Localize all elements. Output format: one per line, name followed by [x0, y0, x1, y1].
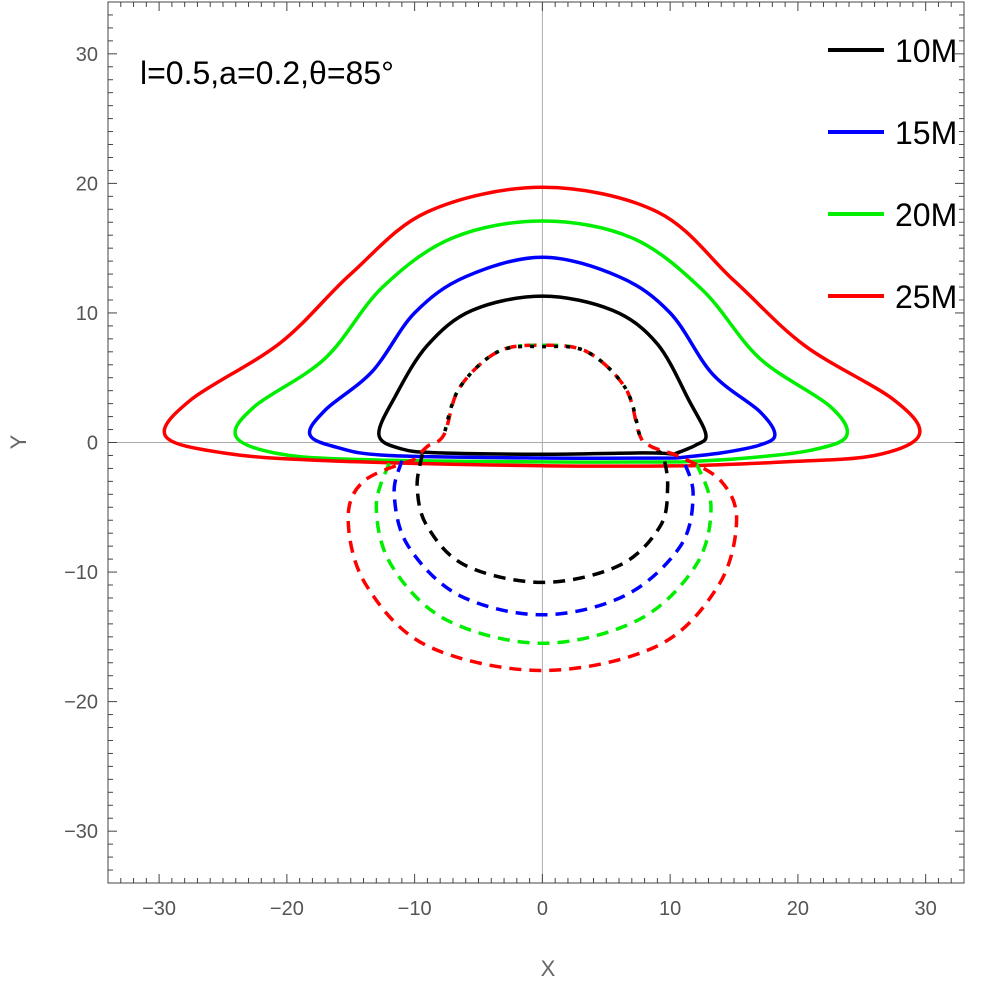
- y-axis-label: Y: [6, 434, 31, 449]
- y-tick-label: 10: [76, 303, 98, 325]
- y-tick-label: −30: [64, 821, 98, 843]
- series-20m-dotted: [442, 343, 642, 436]
- y-tick-label: 20: [76, 173, 98, 195]
- series-10m-dotted: [442, 344, 642, 436]
- legend-label-10m: 10M: [895, 33, 957, 69]
- legend-label-20m: 20M: [895, 197, 957, 233]
- origin-axes: [108, 2, 964, 883]
- legend: 10M 15M 20M 25M: [828, 33, 957, 315]
- ticks: −30 −20 −10 0 10 20 30 −30 −20 −10 0 10 20 30: [64, 1, 965, 920]
- series-15m-solid: [307, 255, 777, 460]
- chart-annotation: l=0.5,a=0.2,θ=85°: [140, 55, 394, 91]
- y-tick-label: −10: [64, 562, 98, 584]
- series-25m-solid: [162, 185, 922, 468]
- x-tick-label: 10: [659, 898, 681, 920]
- y-tick-label: −20: [64, 692, 98, 714]
- x-tick-label: −30: [142, 898, 176, 920]
- x-axis-label: X: [541, 956, 556, 981]
- series-20m-dashed: [374, 461, 713, 646]
- x-tick-label: −20: [270, 898, 304, 920]
- series-group: [162, 185, 922, 673]
- legend-label-25m: 25M: [895, 279, 957, 315]
- series-20m-solid: [233, 219, 850, 464]
- x-tick-label: 20: [787, 898, 809, 920]
- series-10m-solid: [377, 294, 708, 456]
- series-10m-dashed: [415, 449, 670, 585]
- y-tick-label: 30: [76, 44, 98, 66]
- x-tick-label: −10: [398, 898, 432, 920]
- legend-label-15m: 15M: [895, 115, 957, 151]
- series-15m-dashed: [392, 458, 695, 617]
- x-tick-label: 30: [915, 898, 937, 920]
- x-tick-label: 0: [537, 898, 548, 920]
- y-tick-label: 0: [87, 433, 98, 455]
